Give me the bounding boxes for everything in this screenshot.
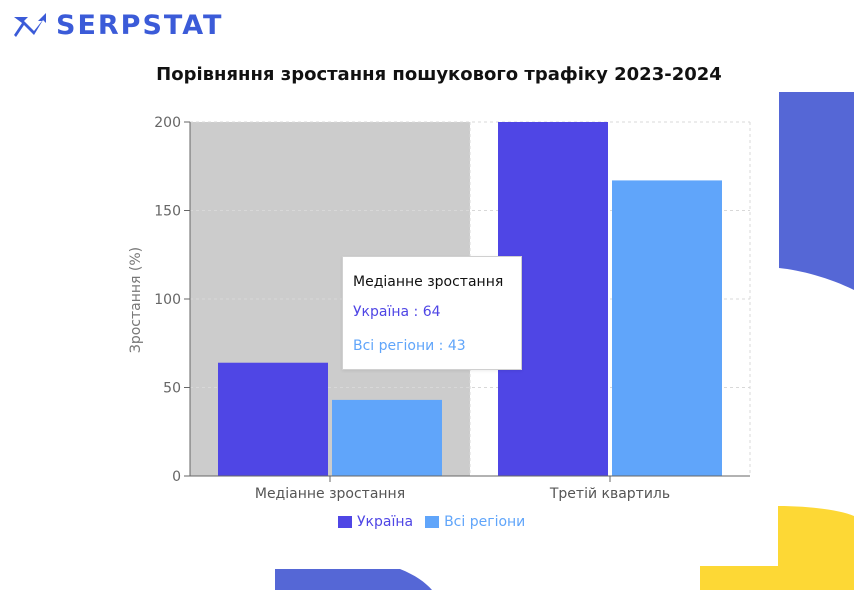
y-tick-label: 150 bbox=[154, 204, 181, 220]
bar-ukraine-0[interactable] bbox=[218, 362, 328, 476]
legend: Україна Всі регіони bbox=[338, 514, 537, 530]
y-tick-label: 100 bbox=[154, 292, 181, 308]
axes bbox=[184, 121, 750, 482]
tooltip-title: Медіанне зростання bbox=[353, 274, 504, 290]
x-tick-label: Третій квартиль bbox=[549, 486, 670, 502]
logo-text: SERPSTAT bbox=[56, 10, 224, 41]
bar-all-regions-1[interactable] bbox=[612, 180, 722, 476]
legend-swatch-ukraine bbox=[338, 516, 352, 528]
y-tick-label: 0 bbox=[172, 469, 181, 485]
y-tick-label: 200 bbox=[154, 115, 181, 131]
legend-label-all-regions: Всі регіони bbox=[444, 514, 526, 530]
x-tick-label: Медіанне зростання bbox=[255, 486, 405, 502]
legend-item-all-regions[interactable]: Всі регіони bbox=[425, 514, 525, 530]
legend-item-ukraine[interactable]: Україна bbox=[338, 514, 413, 530]
bar-all-regions-0[interactable] bbox=[332, 399, 442, 476]
logo-chart-icon bbox=[14, 12, 46, 37]
y-axis-label: Зростання (%) bbox=[128, 247, 144, 353]
legend-label-ukraine: Україна bbox=[357, 514, 414, 530]
blue-corner-shape-right bbox=[779, 92, 854, 290]
tooltip: Медіанне зростання Україна : 64 Всі регі… bbox=[342, 256, 522, 370]
legend-swatch-all-regions bbox=[425, 516, 440, 528]
y-tick-label: 50 bbox=[163, 381, 181, 397]
tooltip-all-regions-value: Всі регіони : 43 bbox=[353, 338, 466, 354]
blue-shape-bottom bbox=[275, 569, 432, 590]
chart-title: Порівняння зростання пошукового трафіку … bbox=[156, 64, 722, 85]
yellow-corner-shape-right bbox=[700, 506, 854, 590]
serpstat-logo[interactable]: SERPSTAT bbox=[12, 10, 223, 41]
tooltip-ukraine-value: Україна : 64 bbox=[353, 304, 441, 320]
tick-labels: 0 50 100 150 200 Медіанне зростання Третій ква… bbox=[154, 115, 670, 502]
